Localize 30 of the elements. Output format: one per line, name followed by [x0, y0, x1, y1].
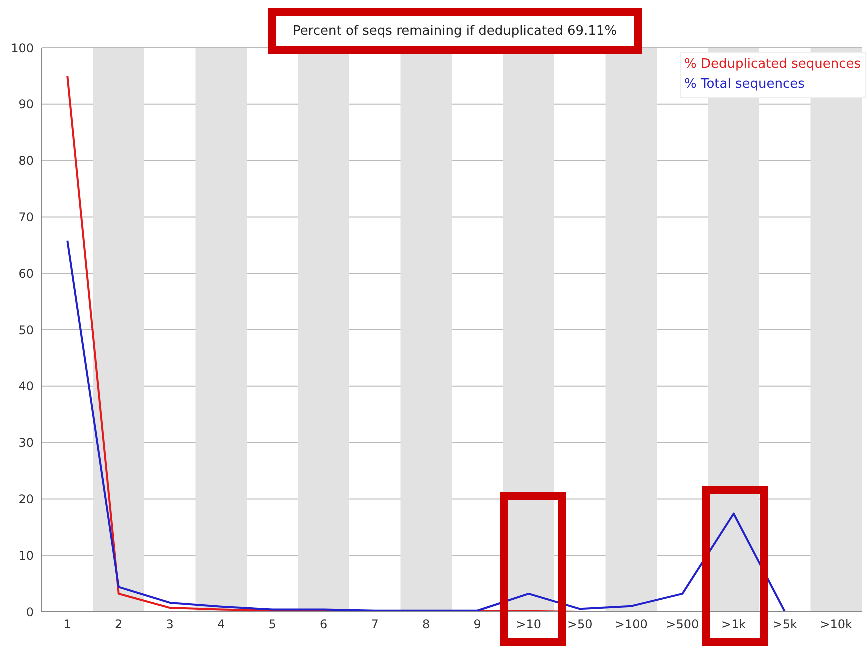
x-tick-label: >100 [614, 618, 648, 632]
x-tick-label: 6 [320, 618, 328, 632]
y-tick-label: 80 [18, 154, 34, 168]
y-tick-label: 70 [18, 210, 34, 224]
x-tick-label: 2 [115, 618, 123, 632]
x-tick-label: >10 [516, 618, 542, 632]
x-tick-label: 1 [64, 618, 72, 632]
line-series [66, 240, 838, 612]
y-tick-label: 30 [18, 436, 34, 450]
y-tick-label: 50 [18, 323, 34, 338]
x-tick-label: 3 [166, 618, 174, 632]
x-tick-label: >5k [772, 618, 798, 632]
y-tick-label: 10 [18, 548, 34, 563]
text: % Total sequences [684, 76, 806, 94]
x-tick-label: >1k [722, 618, 746, 632]
x-tick-label: >10k [820, 618, 853, 632]
y-tick-label: 90 [18, 98, 34, 112]
y-tick-label: 100 [11, 41, 34, 56]
y-tick-label: 20 [18, 492, 34, 506]
x-tick-label: 7 [371, 618, 379, 632]
text: % Deduplicated sequences [684, 56, 861, 74]
y-tick-label: 60 [18, 266, 34, 281]
x-tick-label: 9 [474, 618, 482, 632]
x-tick-label: >500 [666, 618, 700, 632]
x-tick-label: 5 [268, 618, 276, 632]
x-tick-label: 8 [422, 618, 430, 632]
x-tick-label: >50 [567, 618, 593, 632]
x-tick-label: 4 [218, 618, 226, 632]
y-tick-label: 40 [18, 380, 34, 394]
y-tick-label: 0 [26, 605, 34, 620]
